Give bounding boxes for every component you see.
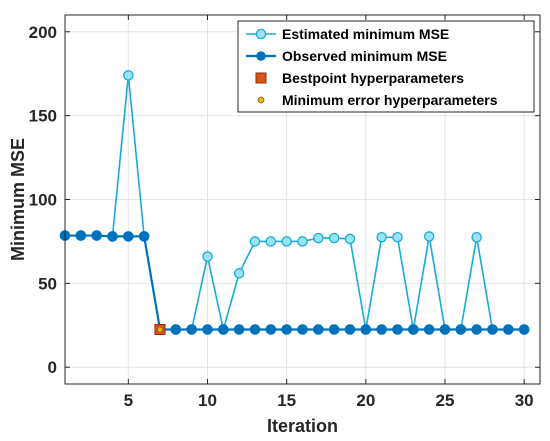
point-observed xyxy=(265,324,277,335)
x-tick-label: 5 xyxy=(124,391,133,410)
point-observed xyxy=(91,230,102,241)
point-observed xyxy=(423,324,435,335)
point-estimated xyxy=(376,231,387,243)
point-observed xyxy=(107,231,118,242)
point-observed xyxy=(170,324,182,335)
point-estimated xyxy=(328,232,340,244)
legend-label: Estimated minimum MSE xyxy=(282,26,449,42)
point-estimated xyxy=(471,231,482,243)
point-observed xyxy=(328,324,340,335)
point-observed xyxy=(218,324,229,335)
point-estimated xyxy=(344,233,356,245)
point-estimated xyxy=(265,236,277,247)
y-tick-label: 200 xyxy=(29,23,57,42)
x-tick-label: 30 xyxy=(515,391,534,410)
point-observed xyxy=(392,324,403,335)
series-line-observed xyxy=(65,234,525,331)
legend-box xyxy=(237,20,535,113)
point-estimated xyxy=(249,236,261,247)
point-observed xyxy=(123,231,134,242)
point-observed xyxy=(138,231,150,242)
y-tick-label: 0 xyxy=(48,358,57,377)
point-estimated xyxy=(202,251,213,262)
legend-label: Minimum error hyperparameters xyxy=(282,92,498,108)
point-observed xyxy=(249,324,261,335)
point-observed xyxy=(75,230,87,241)
legend-label: Bestpoint hyperparameters xyxy=(282,70,464,86)
axis-ticks: 5 10 15 20 25 30 0 50 100 150 200 xyxy=(29,15,540,410)
point-observed xyxy=(297,324,308,335)
x-axis-title: Iteration xyxy=(267,416,338,436)
point-observed xyxy=(233,324,245,335)
point-observed xyxy=(202,324,213,335)
point-observed xyxy=(408,324,419,335)
series-line-estimated xyxy=(65,74,525,331)
min-error-marker xyxy=(156,326,163,333)
point-estimated xyxy=(313,232,324,244)
point-observed xyxy=(281,324,292,335)
legend-marker-estimated xyxy=(255,28,267,40)
point-observed xyxy=(186,324,197,335)
legend-label: Observed minimum MSE xyxy=(282,48,447,64)
point-estimated xyxy=(281,236,292,247)
point-estimated xyxy=(423,231,435,242)
point-observed xyxy=(518,324,530,335)
point-estimated xyxy=(392,231,403,243)
legend-marker-bestpoint xyxy=(255,72,267,84)
legend-marker-observed xyxy=(256,51,266,61)
point-observed xyxy=(487,324,498,335)
x-tick-label: 10 xyxy=(198,391,217,410)
point-observed xyxy=(344,324,356,335)
point-estimated xyxy=(123,70,134,81)
series-layer xyxy=(59,70,530,335)
legend: Estimated minimum MSE Observed minimum MS… xyxy=(237,20,535,113)
y-axis-title: Minimum MSE xyxy=(8,138,28,261)
point-observed xyxy=(439,324,451,335)
x-tick-label: 25 xyxy=(436,391,455,410)
point-observed xyxy=(503,324,514,335)
legend-marker-min-error xyxy=(257,96,265,104)
x-tick-label: 15 xyxy=(277,391,296,410)
y-tick-label: 150 xyxy=(29,107,57,126)
point-observed xyxy=(455,324,467,335)
y-tick-label: 100 xyxy=(29,191,57,210)
y-tick-label: 50 xyxy=(38,274,57,293)
point-observed xyxy=(360,324,372,335)
point-observed xyxy=(313,324,324,335)
x-tick-label: 20 xyxy=(356,391,375,410)
point-observed xyxy=(376,324,387,335)
point-observed xyxy=(471,324,482,335)
point-estimated xyxy=(233,268,245,279)
point-estimated xyxy=(297,236,308,247)
